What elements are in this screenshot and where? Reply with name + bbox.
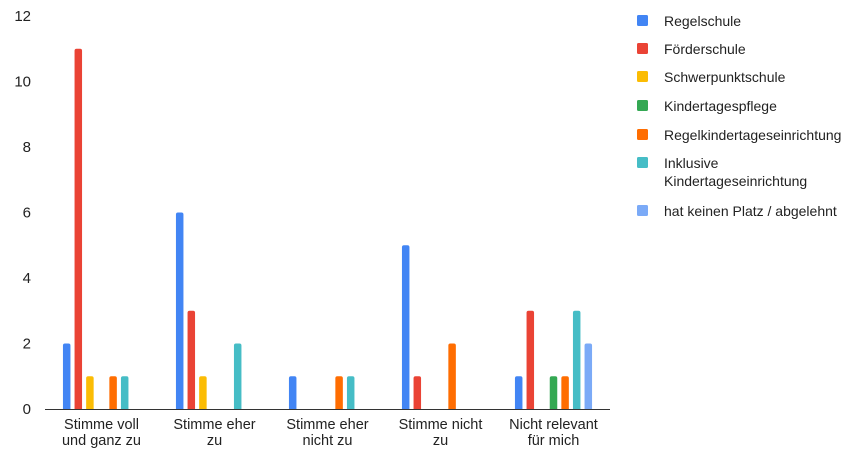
bar-schwerpunktschule-0 [86, 376, 94, 409]
y-tick-label: 12 [14, 8, 31, 25]
legend-swatch [637, 15, 648, 26]
bar-förderschule-1 [187, 310, 196, 409]
x-category-label: Stimme voll [64, 417, 139, 433]
y-tick-label: 8 [23, 139, 31, 156]
legend-swatch [637, 71, 648, 82]
x-category-label: Stimme eher [173, 417, 255, 433]
x-category-label: Nicht relevant [509, 417, 598, 433]
x-category-label: und ganz zu [62, 433, 141, 449]
x-category-label: Stimme nicht [399, 417, 483, 433]
bar-inklusive-kindertageseinrichtung-1 [233, 343, 242, 409]
legend-swatch [637, 43, 648, 54]
bar-regelschule-3 [401, 245, 410, 409]
legend-label: Schwerpunktschule [664, 69, 786, 85]
legend: Regelschule Förderschule Schwerpunktschule… [637, 13, 841, 219]
x-category-label: für mich [528, 433, 580, 449]
legend-label: hat keinen Platz / abgelehnt [664, 203, 837, 219]
x-category-label: zu [433, 433, 448, 449]
legend-label: Kindertageseinrichtung [664, 173, 807, 189]
bar-schwerpunktschule-1 [199, 376, 207, 409]
y-tick-label: 6 [23, 205, 31, 222]
legend-label: Förderschule [664, 41, 746, 57]
bar-regelschule-2 [288, 376, 297, 409]
legend-label: Regelkindertageseinrichtung [664, 127, 841, 143]
bar-inklusive-kindertageseinrichtung-0 [120, 376, 129, 409]
bar-regelkindertageseinrichtung-0 [109, 376, 117, 409]
bar-regelkindertageseinrichtung-2 [335, 376, 343, 409]
legend-swatch [637, 157, 648, 168]
y-tick-label: 4 [23, 270, 31, 287]
bar-förderschule-3 [413, 376, 422, 409]
y-tick-label: 10 [14, 74, 31, 91]
x-category-label: Stimme eher [286, 417, 368, 433]
legend-swatch [637, 205, 648, 216]
legend-label: Inklusive [664, 155, 719, 171]
bar-regelschule-0 [62, 343, 71, 409]
legend-swatch [637, 129, 648, 140]
y-tick-label: 0 [23, 401, 31, 418]
bars [62, 48, 593, 409]
y-axis: 0 2 4 6 8 10 12 [14, 8, 31, 418]
legend-swatch [637, 100, 648, 111]
y-tick-label: 2 [23, 336, 31, 353]
bar-hat-keinen-platz-abgelehnt-4 [584, 343, 593, 409]
bar-regelschule-4 [514, 376, 523, 409]
legend-label: Kindertagespflege [664, 98, 777, 114]
bar-regelkindertageseinrichtung-3 [448, 343, 456, 409]
x-category-label: zu [207, 433, 222, 449]
bar-inklusive-kindertageseinrichtung-4 [572, 310, 581, 409]
bar-inklusive-kindertageseinrichtung-2 [346, 376, 355, 409]
bar-förderschule-4 [526, 310, 535, 409]
x-category-label: nicht zu [303, 433, 353, 449]
bar-regelkindertageseinrichtung-4 [561, 376, 569, 409]
bar-förderschule-0 [74, 48, 83, 409]
bar-kindertagespflege-4 [549, 376, 558, 409]
bar-regelschule-1 [175, 212, 184, 409]
legend-label: Regelschule [664, 13, 741, 29]
